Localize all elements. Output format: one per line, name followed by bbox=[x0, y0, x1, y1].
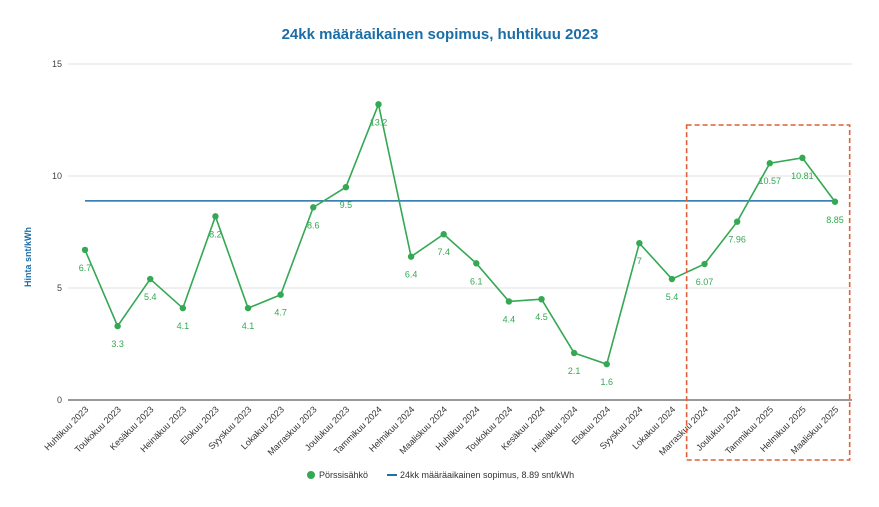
highlight-group bbox=[685, 124, 851, 461]
data-label: 8.2 bbox=[209, 229, 222, 239]
data-label: 10.57 bbox=[759, 176, 782, 186]
data-label: 5.4 bbox=[144, 292, 157, 302]
data-label: 1.6 bbox=[600, 377, 613, 387]
data-label: 7.4 bbox=[437, 247, 450, 257]
data-label: 4.1 bbox=[177, 321, 190, 331]
data-label: 5.4 bbox=[666, 292, 679, 302]
data-label: 4.4 bbox=[503, 314, 516, 324]
data-point bbox=[766, 160, 773, 167]
data-point bbox=[505, 298, 513, 305]
data-point bbox=[310, 204, 317, 211]
data-label: 8.85 bbox=[826, 215, 844, 225]
series-line-group bbox=[84, 101, 836, 366]
porssisahko-line bbox=[84, 101, 836, 366]
data-point bbox=[603, 360, 610, 368]
data-labels: 6.7 3.3 5.4 4.1 8.2 4.1 4.7 8.6 9.5 13.2 6.4 7.4 6.1… bbox=[79, 117, 844, 387]
data-point bbox=[831, 198, 839, 205]
data-point bbox=[342, 184, 350, 191]
chart-title: 24kk määräaikainen sopimus, huhtikuu 202… bbox=[282, 26, 599, 43]
data-point bbox=[570, 349, 578, 357]
data-label: 6.7 bbox=[79, 263, 92, 273]
y-tick-label: 5 bbox=[57, 283, 62, 293]
data-point bbox=[179, 304, 187, 312]
data-label: 6.4 bbox=[405, 270, 418, 280]
data-label: 9.5 bbox=[340, 200, 353, 210]
data-point bbox=[244, 304, 252, 312]
data-label: 13.2 bbox=[370, 117, 388, 127]
data-point bbox=[114, 322, 121, 330]
data-point bbox=[636, 240, 643, 247]
legend: Pörssisähkö 24kk määräaikainen sopimus, … bbox=[307, 470, 574, 480]
data-label: 7.96 bbox=[728, 235, 746, 245]
data-point bbox=[407, 253, 415, 260]
data-point bbox=[799, 154, 806, 162]
data-point bbox=[733, 218, 741, 225]
data-label: 4.7 bbox=[274, 308, 287, 318]
legend-marker-porssisahko bbox=[307, 471, 315, 479]
legend-label-porssisahko: Pörssisähkö bbox=[319, 470, 368, 480]
highlight-box bbox=[685, 124, 851, 461]
data-label: 2.1 bbox=[568, 366, 581, 376]
data-point bbox=[212, 213, 219, 220]
data-label: 6.07 bbox=[696, 277, 714, 287]
data-label: 4.1 bbox=[242, 321, 255, 331]
data-point bbox=[277, 291, 284, 298]
data-label: 4.5 bbox=[535, 312, 548, 322]
data-point bbox=[81, 246, 89, 254]
data-label: 10.81 bbox=[791, 171, 814, 181]
data-label: 8.6 bbox=[307, 220, 320, 230]
data-point bbox=[701, 260, 708, 268]
y-axis-ticks: 0 5 10 15 bbox=[52, 59, 62, 405]
data-point bbox=[538, 296, 545, 303]
y-tick-label: 0 bbox=[57, 395, 62, 405]
data-point bbox=[473, 260, 480, 267]
data-point bbox=[147, 275, 154, 283]
data-point bbox=[440, 231, 447, 238]
legend-label-contract: 24kk määräaikainen sopimus, 8.89 snt/kWh bbox=[400, 470, 574, 480]
data-point bbox=[375, 101, 382, 108]
data-label: 3.3 bbox=[111, 339, 124, 349]
y-tick-label: 15 bbox=[52, 59, 62, 69]
y-tick-label: 10 bbox=[52, 171, 62, 181]
data-points bbox=[81, 101, 839, 368]
data-label: 7 bbox=[637, 256, 642, 266]
gridlines bbox=[68, 63, 852, 401]
data-label: 6.1 bbox=[470, 276, 483, 286]
data-point bbox=[668, 275, 676, 283]
y-axis-label: Hinta snt/kWh bbox=[23, 227, 33, 287]
